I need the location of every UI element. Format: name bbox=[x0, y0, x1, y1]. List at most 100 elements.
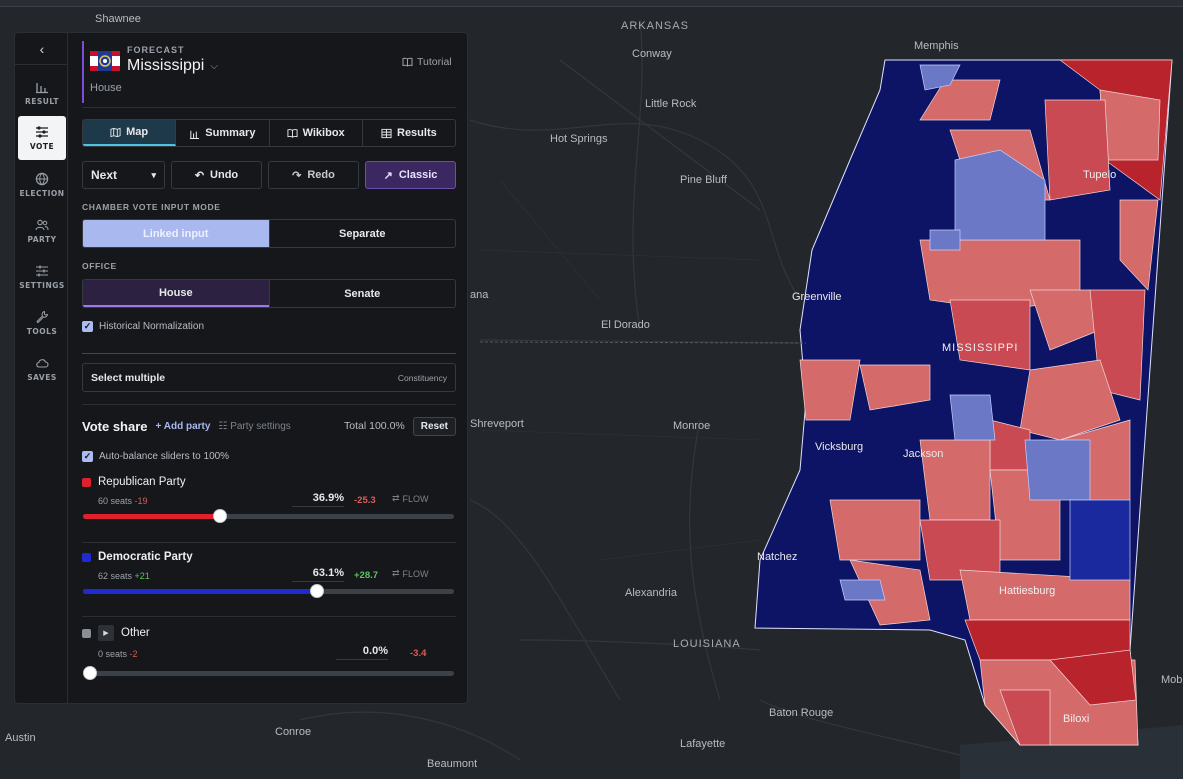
separate-option[interactable]: Separate bbox=[268, 220, 456, 247]
party-seats: 60 seats -19 bbox=[98, 496, 148, 506]
book-icon bbox=[402, 57, 413, 67]
select-mode-label: Constituency bbox=[397, 372, 447, 383]
tab-summary[interactable]: Summary bbox=[176, 120, 270, 146]
side-nav: ‹ RESULT VOTE ELECTION PARTY SETTINGS TO… bbox=[14, 32, 69, 704]
party-vote-pct-input[interactable]: 0.0% bbox=[336, 645, 388, 660]
forecast-kicker: FORECAST bbox=[127, 45, 185, 55]
divider bbox=[82, 404, 456, 405]
divider bbox=[82, 107, 456, 108]
play-icon[interactable]: ▶ bbox=[98, 625, 114, 641]
party-seats: 62 seats +21 bbox=[98, 571, 150, 581]
seats-change: -2 bbox=[129, 649, 138, 659]
party-name: Other bbox=[121, 627, 150, 639]
chevron-left-icon: ‹ bbox=[39, 40, 45, 57]
map-label: Austin bbox=[5, 732, 36, 744]
chamber-mode-label: CHAMBER VOTE INPUT MODE bbox=[82, 202, 221, 212]
nav-item-election[interactable]: ELECTION bbox=[18, 163, 66, 207]
tab-label: Summary bbox=[205, 127, 256, 139]
nav-item-tools[interactable]: TOOLS bbox=[18, 301, 66, 345]
map-label: El Dorado bbox=[601, 319, 650, 331]
vote-share-title: Vote share bbox=[82, 418, 148, 434]
map-label: Shawnee bbox=[95, 13, 141, 25]
flow-button[interactable]: ⇄ FLOW bbox=[392, 493, 429, 504]
nav-label: SAVES bbox=[27, 373, 57, 382]
divider bbox=[82, 542, 456, 543]
party-slider-thumb[interactable] bbox=[310, 584, 325, 598]
party-slider-fill bbox=[83, 514, 220, 519]
auto-balance-checkbox[interactable]: ✓ Auto-balance sliders to 100% bbox=[82, 451, 229, 462]
party-seats: 0 seats -2 bbox=[98, 649, 138, 659]
undo-button[interactable]: ↶ Undo bbox=[171, 161, 262, 189]
nav-label: RESULT bbox=[24, 97, 60, 106]
header-accent bbox=[82, 41, 84, 103]
tab-results[interactable]: Results bbox=[363, 120, 455, 146]
seats-change: -19 bbox=[134, 496, 148, 506]
chamber-subtitle: House bbox=[90, 82, 122, 94]
party-vote-pct-input[interactable]: 36.9% bbox=[292, 492, 344, 507]
party-row-democratic: Democratic Party 62 seats +21 63.1% +28.… bbox=[82, 551, 456, 598]
bar-chart-icon bbox=[190, 130, 200, 139]
add-party-button[interactable]: + Add party bbox=[155, 420, 211, 432]
party-slider-track[interactable] bbox=[83, 584, 454, 598]
party-slider-fill bbox=[83, 589, 318, 594]
party-vote-pct-input[interactable]: 63.1% bbox=[292, 567, 344, 582]
tab-map[interactable]: Map bbox=[83, 120, 177, 146]
bar-chart-icon bbox=[36, 83, 48, 94]
vote-share-total: Total 100.0% bbox=[344, 420, 405, 432]
step-select-value: Next bbox=[91, 168, 118, 182]
action-row: Next ▾ ↶ Undo ↷ Redo ↗ Classic bbox=[82, 161, 456, 189]
state-name: Mississippi bbox=[127, 57, 205, 74]
linked-input-option[interactable]: Linked input bbox=[83, 220, 269, 247]
chevron-down-icon: ⌵ bbox=[210, 60, 218, 72]
tutorial-link[interactable]: Tutorial bbox=[402, 56, 452, 68]
map-label: Tupelo bbox=[1083, 169, 1117, 181]
party-row-republican: Republican Party 60 seats -19 36.9% -25.… bbox=[82, 476, 456, 523]
browser-top-bar bbox=[0, 0, 1183, 7]
tab-label: Map bbox=[126, 126, 149, 138]
party-vote-delta: -25.3 bbox=[354, 495, 376, 506]
classic-button[interactable]: ↗ Classic bbox=[365, 161, 456, 189]
redo-label: Redo bbox=[307, 169, 335, 181]
chevron-down-icon: ▾ bbox=[151, 169, 156, 180]
party-slider-thumb[interactable] bbox=[83, 666, 97, 680]
nav-item-result[interactable]: RESULT bbox=[18, 71, 66, 115]
view-tabs: Map Summary Wikibox Results bbox=[82, 119, 456, 147]
map-label: Memphis bbox=[914, 40, 959, 52]
book-icon bbox=[287, 128, 298, 138]
party-vote-delta: +28.7 bbox=[354, 570, 379, 581]
seats-count: 0 seats bbox=[98, 649, 128, 659]
collapse-button[interactable]: ‹ bbox=[15, 33, 69, 65]
party-settings-button[interactable]: ☷ Party settings bbox=[218, 421, 290, 432]
undo-icon: ↶ bbox=[194, 169, 205, 182]
state-selector[interactable]: Mississippi ⌵ bbox=[127, 57, 218, 75]
party-name: Democratic Party bbox=[98, 551, 193, 563]
vote-share-header: Vote share + Add party ☷ Party settings … bbox=[82, 416, 456, 436]
nav-label: VOTE bbox=[29, 142, 55, 151]
reset-button[interactable]: Reset bbox=[412, 416, 456, 436]
sliders-icon bbox=[36, 126, 48, 138]
senate-option[interactable]: Senate bbox=[268, 280, 456, 307]
nav-item-vote[interactable]: VOTE bbox=[18, 116, 66, 160]
map-label: Conway bbox=[632, 48, 672, 60]
step-select[interactable]: Next ▾ bbox=[82, 161, 165, 189]
select-multiple-bar[interactable]: Select multiple Constituency bbox=[82, 363, 456, 392]
map-state-label: MISSISSIPPI bbox=[942, 342, 1019, 354]
party-settings-label: Party settings bbox=[230, 420, 291, 432]
redo-button[interactable]: ↷ Redo bbox=[268, 161, 359, 189]
nav-item-party[interactable]: PARTY bbox=[18, 209, 66, 253]
checkmark-icon: ✓ bbox=[82, 321, 93, 332]
party-slider-thumb[interactable] bbox=[212, 509, 227, 523]
classic-label: Classic bbox=[398, 169, 438, 181]
party-slider-track[interactable] bbox=[83, 666, 454, 680]
nav-item-saves[interactable]: SAVES bbox=[18, 347, 66, 391]
party-slider-track[interactable] bbox=[83, 509, 454, 523]
checkmark-icon: ✓ bbox=[82, 451, 93, 462]
control-panel: FORECAST Mississippi ⌵ House Tutorial Ma… bbox=[68, 32, 468, 704]
flow-button[interactable]: ⇄ FLOW bbox=[392, 568, 429, 579]
historical-normalization-checkbox[interactable]: ✓ Historical Normalization bbox=[82, 321, 204, 332]
house-option[interactable]: House bbox=[83, 280, 269, 307]
nav-item-settings[interactable]: SETTINGS bbox=[18, 255, 66, 299]
tab-wikibox[interactable]: Wikibox bbox=[270, 120, 363, 146]
state-flag-icon bbox=[90, 51, 120, 71]
people-icon bbox=[35, 219, 49, 231]
